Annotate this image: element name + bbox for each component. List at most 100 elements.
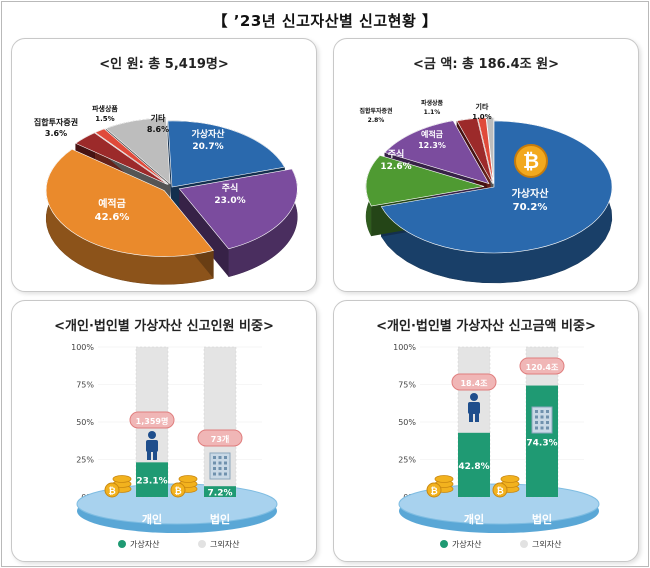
bar-count-title: <개인·법인별 가상자산 신고인원 비중> [54,319,274,334]
bitcoin-symbol-icon: ₿ [523,149,539,173]
pie1-label-name-4: 파생상품 [92,104,118,113]
building-window-icon [224,461,227,465]
bar-amount-title: <개인·법인별 가상자산 신고금액 비중> [376,319,596,334]
person-head-icon [470,393,478,401]
building-window-icon [540,421,544,424]
person-leg-left-icon [469,413,473,422]
bar-value-label-1: 74.3% [526,438,557,448]
pie-panel-amount: <금 액: 총 186.4조 원> 가상자산 70.2% 주식 12.6% 예적금 12.… [333,38,639,292]
ytick-1: 75% [76,381,94,390]
bar-virtual-1 [526,385,558,497]
person-body-icon [146,440,158,452]
pie2-slice-1 [365,155,485,207]
pie2-label-value-2: 12.3% [418,141,446,150]
pie1-label-value-1: 23.0% [214,196,245,206]
legend-marker-1 [520,540,528,548]
building-window-icon [535,410,538,413]
coin-bitcoin-icon [426,482,442,498]
coin-stack-icon [178,475,198,483]
pie2-slice-5 [486,117,495,184]
building-window-icon [535,421,538,424]
pie1-slice-1 [178,168,298,250]
coin-stack-icon [500,475,520,483]
bar-value-label-0: 42.8% [458,462,489,472]
building-window-icon [218,467,222,470]
ytick-3: 25% [398,456,416,465]
category-label-0: 개인 [142,512,162,526]
building-window-icon [535,415,538,419]
ytick-0: 100% [71,343,94,352]
callout-text-1: 73개 [211,434,230,444]
callout-bubble-1 [197,429,243,447]
building-window-icon [213,456,216,459]
building-window-icon [546,410,549,413]
callout-bubble-1 [519,357,565,375]
bar-virtual-0 [136,462,168,497]
ytick-2: 50% [76,418,94,427]
ytick-1: 75% [398,381,416,390]
building-window-icon [224,456,227,459]
pie2-label-name-4: 파생상품 [421,99,444,107]
legend-marker-0 [440,540,448,548]
bitcoin-coin-icon [514,144,548,178]
legend-label-0: 가상자산 [130,539,160,549]
callout-bubble-0 [451,373,497,391]
coin-bitcoin-icon [170,482,186,498]
building-window-icon [540,410,544,413]
pie-chart-amount: 가상자산 70.2% 주식 12.6% 예적금 12.3% 집합투자증권 2.8% 파생상품 1.… [359,99,613,284]
pie1-label-value-3: 3.6% [45,129,67,138]
pie-amount-title: <금 액: 총 186.4조 원> [412,57,559,72]
pie-chart-count: 가상자산 20.7% 주식 23.0% 예적금 42.6% 집합투자증권 3.6% 파생상품 1.… [34,104,298,285]
building-window-icon [224,467,227,470]
pie1-label-value-0: 20.7% [192,142,223,152]
pie1-label-name-5: 기타 [151,113,166,123]
building-window-icon [213,461,216,465]
pie1-slice-3 [75,132,168,185]
pie2-label-value-4: 1.1% [424,109,441,116]
building-window-icon [546,426,549,430]
bar-value-label-0: 23.1% [136,477,167,487]
building-window-icon [213,472,216,476]
pie2-label-value-1: 12.6% [380,162,411,172]
pie1-slice-2 [45,148,214,257]
pie1-slice-wall-1-1 [179,188,229,277]
legend-marker-1 [198,540,206,548]
pie2-slice-0 [380,120,613,254]
bar-chart-count: 100%75%50%25%0%23.1%개인7.2%법인1,359명73개₿₿가… [71,343,278,549]
person-leg-right-icon [475,413,479,422]
building-window-icon [218,456,222,459]
coin-symbol-icon: ₿ [430,486,437,497]
legend-label-1: 그외자산 [532,539,562,549]
person-head-icon [148,431,156,439]
category-label-0: 개인 [464,512,484,526]
legend-marker-0 [118,540,126,548]
person-body-icon [468,402,480,414]
building-window-icon [224,472,227,476]
legend-label-0: 가상자산 [452,539,482,549]
pie1-label-name-0: 가상자산 [191,128,225,140]
pie2-slice-2 [384,120,490,185]
pie1-label-value-2: 42.6% [95,212,130,223]
coin-stack-icon [434,475,454,483]
bar-panel-count: <개인·법인별 가상자산 신고인원 비중> 100%75%50%25%0%23.… [11,300,317,562]
callout-text-1: 120.4조 [526,363,559,372]
pie1-label-name-1: 주식 [222,182,239,194]
legend-label-1: 그외자산 [210,539,240,549]
pie2-slice-4 [477,117,494,184]
building-window-icon [540,426,544,430]
building-window-icon [218,472,222,476]
ytick-2: 50% [398,418,416,427]
bar-chart-amount: 100%75%50%25%0%42.8%개인74.3%법인18.4조120.4조… [393,343,600,549]
pie2-label-value-0: 70.2% [513,202,548,213]
pie-count-title: <인 원: 총 5,419명> [99,57,229,72]
callout-text-0: 1,359명 [136,416,169,426]
bar-virtual-1 [204,486,236,497]
coin-symbol-icon: ₿ [174,486,181,497]
coin-symbol-icon: ₿ [496,486,503,497]
coin-stack-icon [112,475,132,483]
callout-bubble-0 [129,411,175,429]
pie1-slice-4 [94,128,169,185]
pie2-label-value-5: 1.0% [472,113,491,121]
building-window-icon [546,415,549,419]
coin-symbol-icon: ₿ [108,486,115,497]
